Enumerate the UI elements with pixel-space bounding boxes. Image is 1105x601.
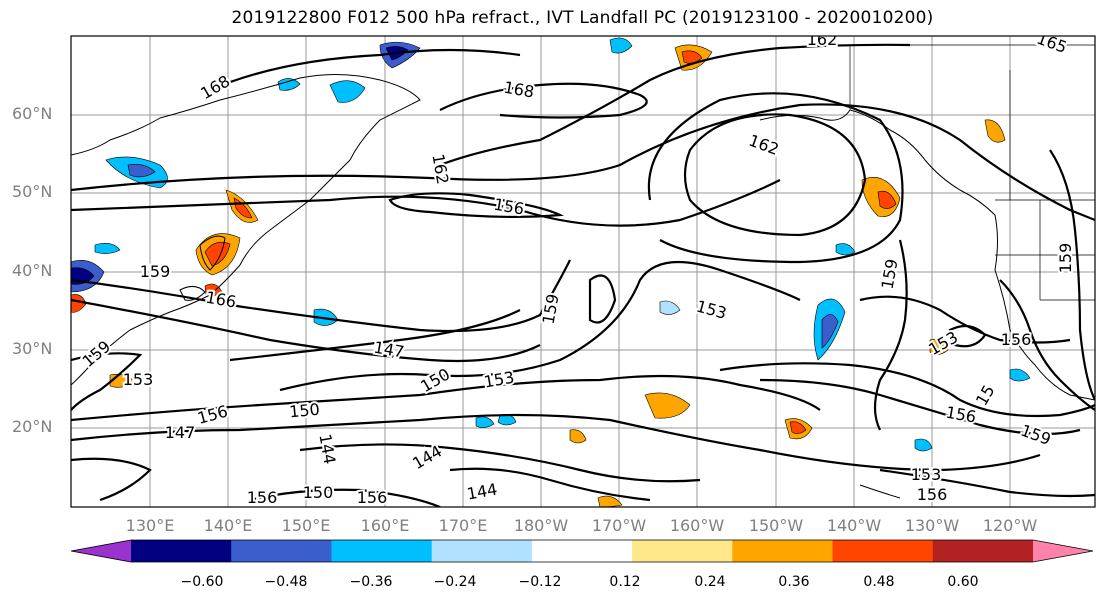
contour-label: 156 [944, 403, 977, 427]
contour-lines [71, 43, 1095, 507]
contour-label: 144 [465, 480, 498, 504]
colorbar-swatch [131, 540, 232, 562]
colorbar-swatch [732, 540, 834, 562]
colorbar-extend-low [71, 540, 131, 562]
lon-label: 140°E [203, 516, 253, 535]
lat-label: 40°N [12, 261, 53, 280]
contour-label: 159 [878, 257, 902, 290]
colorbar-tick-label: 0.24 [694, 574, 726, 590]
colorbar-tick-label: −0.24 [433, 574, 477, 590]
plot-frame [70, 35, 1096, 508]
lon-label: 150°E [281, 516, 331, 535]
lat-label: 20°N [12, 417, 53, 436]
coastlines [71, 73, 1095, 499]
lon-label: 160°W [669, 516, 725, 535]
colorbar-tick-label: 0.12 [609, 574, 641, 590]
colorbar-tick-label: −0.12 [518, 574, 562, 590]
contour-label: 144 [315, 432, 339, 465]
colorbar-tick-label: −0.36 [349, 574, 393, 590]
shaded-anomalies [71, 37, 1031, 507]
colorbar-tick-label: −0.48 [264, 574, 308, 590]
contour-label: 159 [79, 337, 115, 371]
map-plot-area: 168 1681621621561621591661591531531471501… [71, 29, 1095, 507]
colorbar-swatch [932, 540, 1034, 562]
contour-label: 153 [123, 370, 154, 389]
contour-label: 159 [1056, 243, 1075, 274]
colorbar-swatch [431, 540, 533, 562]
political-borders [849, 44, 1095, 301]
colorbar-outline [70, 539, 1094, 563]
contour-label: 153 [925, 327, 961, 359]
lat-label: 60°N [12, 104, 53, 123]
contour-label: 159 [539, 292, 563, 325]
colorbar-tick-label: −0.60 [180, 574, 224, 590]
lon-label: 160°E [360, 516, 410, 535]
gridlines [71, 36, 1095, 507]
contour-label: 150 [288, 400, 320, 422]
colorbar [70, 539, 1094, 563]
contour-label: 162 [807, 30, 838, 49]
contour-label: 159 [1018, 421, 1053, 449]
contour-label: 147 [372, 338, 405, 362]
contour-label: 156 [247, 488, 278, 507]
lon-label: 170°E [438, 516, 488, 535]
contour-label: 165 [1034, 29, 1069, 57]
contour-label: 147 [165, 423, 196, 442]
colorbar-swatch [331, 540, 433, 562]
colorbar-tick-label: 0.36 [778, 574, 810, 590]
contour-label: 156 [195, 402, 229, 428]
contour-label: 156 [492, 195, 525, 219]
contour-label: 166 [204, 288, 237, 312]
colorbar-extend-high [1033, 540, 1093, 562]
contour-label: 156 [917, 485, 948, 504]
contour-label: 156 [357, 488, 388, 507]
colorbar-swatch [231, 540, 332, 562]
lon-label: 170°W [591, 516, 647, 535]
lon-label: 150°W [748, 516, 804, 535]
lon-label: 130°W [904, 516, 960, 535]
lon-label: 180°W [513, 516, 569, 535]
lon-label: 130°E [125, 516, 175, 535]
map-title: 2019122800 F012 500 hPa refract., IVT La… [231, 8, 934, 28]
colorbar-tick-label: 0.48 [863, 574, 895, 590]
contour-label: 153 [482, 368, 515, 392]
contour-label: 153 [911, 465, 942, 484]
contour-label: 162 [428, 152, 452, 185]
colorbar-tick-label: 0.60 [947, 574, 979, 590]
colorbar-swatch [832, 540, 934, 562]
contour-label: 15 [972, 382, 999, 409]
lat-label: 50°N [12, 182, 53, 201]
lon-label: 140°W [826, 516, 882, 535]
contour-label: 150 [303, 483, 334, 502]
contour-label: 153 [694, 297, 728, 323]
contour-label: 159 [140, 262, 171, 281]
contour-label: 156 [1001, 330, 1032, 349]
colorbar-swatch [632, 540, 733, 562]
colorbar-swatch [531, 540, 633, 562]
contour-label: 168 [502, 78, 535, 102]
lat-label: 30°N [12, 339, 53, 358]
lon-label: 120°W [982, 516, 1038, 535]
